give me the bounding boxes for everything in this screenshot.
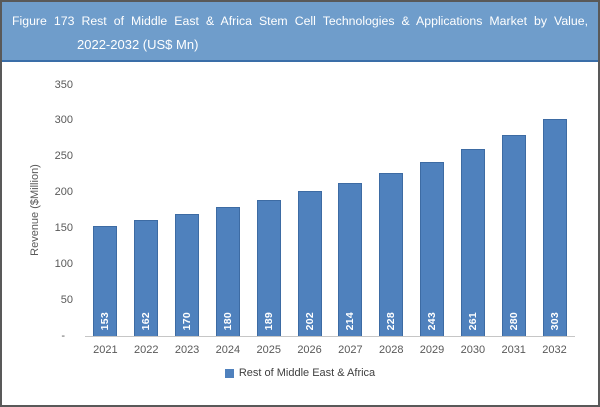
figure-title-line2: 2022-2032 (US$ Mn) bbox=[77, 37, 199, 52]
bar-value-label: 280 bbox=[507, 311, 520, 330]
bar-slot: 202 bbox=[289, 85, 330, 336]
bar: 214 bbox=[338, 182, 363, 336]
x-axis-label: 2022 bbox=[134, 344, 159, 356]
legend-swatch-icon bbox=[224, 368, 234, 378]
bar-value-label: 214 bbox=[344, 311, 357, 330]
bar-value-label: 303 bbox=[548, 311, 561, 330]
y-tick-label: 50 bbox=[60, 293, 73, 306]
bar: 228 bbox=[379, 172, 404, 336]
bar-value-label: 228 bbox=[385, 311, 398, 330]
x-axis-label: 2023 bbox=[174, 344, 200, 356]
bar: 189 bbox=[256, 200, 281, 336]
bar-value-label: 180 bbox=[221, 311, 234, 330]
y-tick-label: - bbox=[61, 329, 65, 342]
x-axis-label: 2030 bbox=[460, 344, 486, 356]
x-axis-label: 2027 bbox=[338, 344, 363, 356]
x-axis-line bbox=[85, 336, 575, 337]
bar: 280 bbox=[501, 135, 526, 336]
bar: 162 bbox=[134, 219, 159, 336]
x-axis-label: 2028 bbox=[378, 344, 404, 356]
bar-value-label: 153 bbox=[99, 311, 112, 330]
bar-slot: 261 bbox=[452, 85, 493, 336]
figure-header: Figure 173 Rest of Middle East & Africa … bbox=[2, 2, 598, 62]
bar: 170 bbox=[175, 214, 200, 336]
bar-value-label: 261 bbox=[466, 311, 479, 330]
bar: 261 bbox=[460, 148, 485, 336]
bar-slot: 153 bbox=[85, 85, 126, 336]
bar-value-label: 243 bbox=[426, 311, 439, 330]
bar-value-label: 189 bbox=[262, 311, 275, 330]
legend: Rest of Middle East & Africa bbox=[2, 367, 598, 379]
x-axis-labels: 2021 2022 2023 2024 2025 2026 2027 2028 2029 2030… bbox=[85, 343, 575, 358]
y-tick-label: 100 bbox=[54, 257, 73, 270]
bar: 243 bbox=[420, 161, 445, 336]
bar-value-label: 162 bbox=[140, 311, 153, 330]
x-axis-label: 2025 bbox=[256, 344, 281, 356]
bar-slot: 303 bbox=[534, 85, 575, 336]
legend-label: Rest of Middle East & Africa bbox=[238, 367, 376, 379]
bar-slot: 228 bbox=[371, 85, 412, 336]
x-axis-label: 2032 bbox=[542, 344, 567, 356]
bar-slot: 170 bbox=[167, 85, 208, 336]
y-tick-label: 350 bbox=[54, 78, 73, 91]
plot-area: 153 162 170 180 189 202 214 228 243 261 280 303 bbox=[85, 85, 575, 336]
y-tick-label: 150 bbox=[54, 221, 73, 234]
x-axis-label: 2031 bbox=[501, 344, 526, 356]
y-tick-label: 200 bbox=[54, 186, 73, 199]
x-axis-label: 2029 bbox=[419, 344, 445, 356]
y-axis-ticks: - 50 100 150 200 250 300 350 bbox=[2, 79, 73, 342]
y-tick-label: 250 bbox=[54, 150, 73, 163]
bar: 153 bbox=[93, 226, 118, 336]
figure-title-line1: Figure 173 Rest of Middle East & Africa … bbox=[12, 14, 588, 28]
bar-value-label: 170 bbox=[181, 311, 194, 330]
bar-slot: 214 bbox=[330, 85, 371, 336]
bar: 202 bbox=[297, 191, 322, 336]
bar-slot: 280 bbox=[493, 85, 534, 336]
y-tick-label: 300 bbox=[54, 114, 73, 127]
bar-value-label: 202 bbox=[303, 311, 316, 330]
chart-region: Revenue ($Million) -50 100 150 200 250 300 350… bbox=[2, 62, 598, 405]
x-axis-label: 2024 bbox=[215, 344, 241, 356]
bar: 303 bbox=[542, 118, 567, 336]
bar-slot: 243 bbox=[412, 85, 453, 336]
bar-slot: 180 bbox=[207, 85, 248, 336]
x-axis-label: 2021 bbox=[93, 344, 118, 356]
bar-slot: 189 bbox=[248, 85, 289, 336]
bar-slot: 162 bbox=[126, 85, 167, 336]
bar: 180 bbox=[215, 206, 240, 336]
x-axis-label: 2026 bbox=[297, 344, 322, 356]
